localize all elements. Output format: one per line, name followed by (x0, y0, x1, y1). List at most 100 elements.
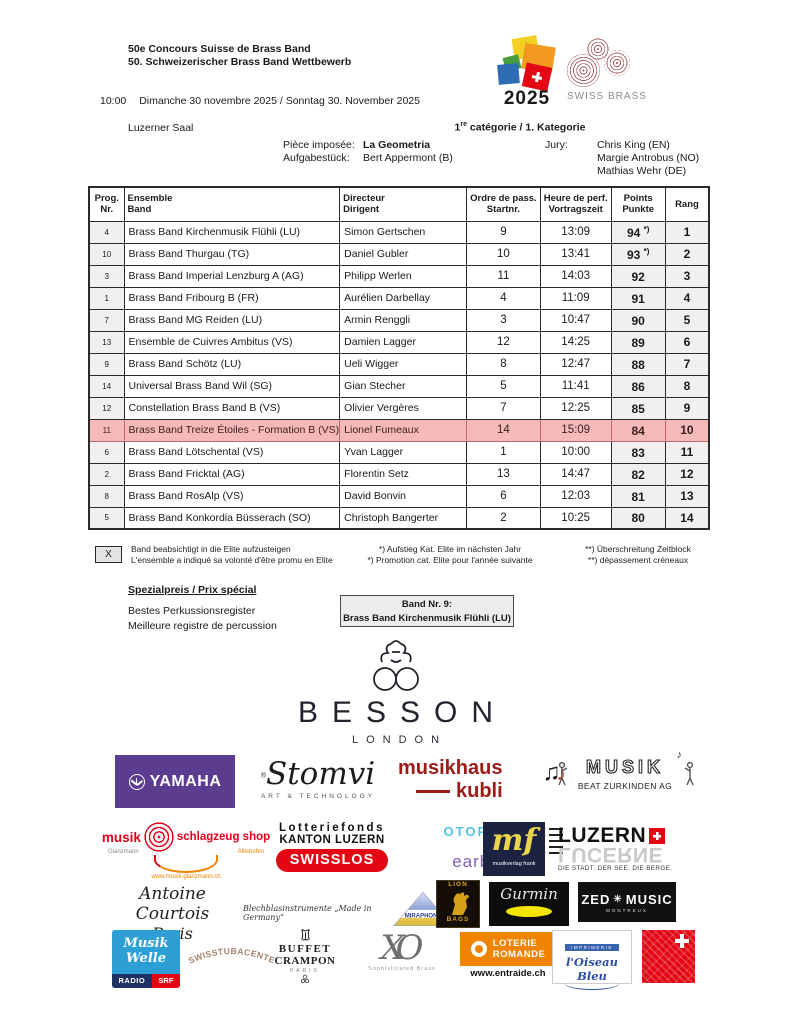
piece-labels: Pièce imposée: Aufgabestück: (283, 139, 357, 165)
points-mark: *) (643, 224, 650, 234)
points: 94 *) (610, 220, 666, 244)
prog-nr: 2 (88, 462, 125, 486)
ring-icon (470, 941, 487, 957)
perf-time: 13:09 (539, 220, 612, 244)
besson-logo: BESSON LONDON (0, 636, 791, 746)
piece-label-fr: Pièce imposée: (283, 139, 355, 151)
mirrored-wordmark: LUCERNE (558, 843, 664, 866)
band-name: Ensemble de Cuivres Ambitus (VS) (123, 330, 341, 354)
band-name: Brass Band Imperial Lenzburg A (AG) (123, 264, 341, 288)
swoosh-decoration (564, 983, 620, 990)
perf-time: 12:47 (539, 352, 612, 376)
start-nr: 12 (466, 330, 541, 354)
rank: 2 (664, 242, 710, 266)
swiss-cross-icon (649, 828, 666, 844)
piece-title: La Geometria (363, 139, 431, 151)
points: 89 (610, 330, 666, 354)
footnote-timeblock: **) Überschreitung Zeitblock **) dépasse… (585, 544, 691, 565)
band-name: Brass Band Lötschental (VS) (123, 440, 341, 464)
swiss-flag-logo (642, 930, 695, 983)
sponsor-musikhaus-kubli-logo: musikhaus kubli ♫♪ (398, 757, 566, 802)
points: 88 (610, 352, 666, 376)
points: 82 (610, 462, 666, 486)
rank: 6 (664, 330, 710, 354)
perf-time: 10:00 (539, 440, 612, 464)
sponsor-musikverlag-frank-logo: mf musikverlag frank (483, 822, 573, 878)
spiral-icon (587, 38, 609, 60)
band-name: Universal Brass Band Wil (SG) (123, 374, 341, 398)
sponsor-swisstubacenter-logo: SWISSTUBACENTER (183, 930, 278, 975)
note-icon: ♪ (676, 749, 683, 761)
sponsor-musik-glanzmann-logo: musik schlagzeug shop Glanzmann Altishof… (100, 822, 272, 880)
glanzmann-url: www.musik-glanzmann.ch (151, 874, 221, 880)
band-name: Brass Band RosAlp (VS) (123, 484, 341, 508)
swoosh-decoration (154, 855, 218, 873)
category-ordinal: re (460, 121, 467, 128)
col-header-start: Ordre de pass. Startnr. (466, 186, 541, 222)
rank: 4 (664, 286, 710, 310)
sponsor-xo-brass-logo: XO Sophisticated Brass (368, 928, 436, 972)
table-row: 14 Universal Brass Band Wil (SG) Gian Stec… (88, 374, 710, 398)
sun-icon: ✳ (613, 894, 623, 905)
start-nr: 1 (466, 440, 541, 464)
jury-names: Chris King (EN) Margie Antrobus (NO) Mat… (597, 139, 699, 178)
title-fr: 50e Concours Suisse de Brass Band (128, 43, 311, 55)
special-prize-winner-box: Band Nr. 9: Brass Band Kirchenmusik Flüh… (340, 595, 514, 627)
points: 92 (610, 264, 666, 288)
title-de: 50. Schweizerischer Brass Band Wettbewer… (128, 56, 352, 68)
besson-city: LONDON (351, 734, 448, 746)
table-row: 7 Brass Band MG Reiden (LU) Armin Renggli 3… (88, 308, 710, 332)
points: 91 (610, 286, 666, 310)
band-name: Brass Band Treize Étoiles - Formation B … (123, 418, 341, 442)
sponsor-yamaha-logo: YAMAHA (115, 755, 235, 808)
logo-square-blue (497, 63, 520, 85)
yamaha-tuning-fork-icon (128, 773, 145, 790)
start-nr: 9 (466, 220, 541, 244)
director-name: Gian Stecher (339, 374, 468, 398)
perf-time: 10:47 (539, 308, 612, 332)
besson-wordmark: BESSON (297, 696, 508, 729)
prog-nr: 11 (88, 418, 125, 442)
table-row: 3 Brass Band Imperial Lenzburg A (AG) Phil… (88, 264, 710, 288)
piece-values: La Geometria Bert Appermont (B) (363, 139, 453, 165)
perf-time: 11:41 (539, 374, 612, 398)
sponsor-miraphone-logo: Blechblasinstrumente „Made in Germany“ M… (243, 888, 453, 930)
trumpeter-icon (558, 761, 568, 786)
director-name: David Bonvin (339, 484, 468, 508)
piece-label-de: Aufgabestück: (283, 152, 350, 164)
rank: 5 (664, 308, 710, 332)
band-name: Brass Band Fricktal (AG) (123, 462, 341, 486)
table-row-highlighted: 11 Brass Band Treize Étoiles - Formation … (88, 418, 710, 442)
col-header-time: Heure de perf. Vortragszeit (539, 186, 612, 222)
table-row: 2 Brass Band Fricktal (AG) Florentin Setz 1… (88, 462, 710, 486)
table-row: 4 Brass Band Kirchenmusik Flühli (LU) Simo… (88, 220, 710, 244)
sponsor-musikwelle-srf-logo: Musik Welle RADIO SRF (112, 930, 180, 988)
event-date: Dimanche 30 novembre 2025 / Sonntag 30. … (139, 95, 420, 107)
points: 80 (610, 506, 666, 530)
table-row: 5 Brass Band Konkordia Büsserach (SO) Chri… (88, 506, 710, 530)
jury-label: Jury: (545, 139, 568, 151)
start-nr: 4 (466, 286, 541, 310)
ornament-icon (300, 974, 310, 984)
category-number: 1 (454, 121, 461, 134)
band-name: Brass Band MG Reiden (LU) (123, 308, 341, 332)
start-nr: 14 (466, 418, 541, 442)
band-name: Brass Band Kirchenmusik Flühli (LU) (123, 220, 341, 244)
sponsor-loterie-romande-logo: LOTERIE ROMANDE www.entraide.ch (460, 932, 556, 979)
director-name: Daniel Gubler (339, 242, 468, 266)
director-name: Christoph Bangerter (339, 506, 468, 530)
band-name: Brass Band Thurgau (TG) (123, 242, 341, 266)
rank: 1 (664, 220, 710, 244)
table-row: 9 Brass Band Schötz (LU) Ueli Wigger 8 12:47… (88, 352, 710, 376)
jury-member: Chris King (EN) (597, 139, 670, 151)
points: 93 *) (610, 242, 666, 266)
footnote-elite: Band beabsichtigt in die Elite aufzustei… (131, 544, 333, 565)
col-header-band: Ensemble Band (123, 186, 341, 222)
band-name: Brass Band Schötz (LU) (123, 352, 341, 376)
venue: Luzerner Saal (128, 122, 194, 134)
prog-nr: 7 (88, 308, 125, 332)
band-name: Brass Band Fribourg B (FR) (123, 286, 341, 310)
perf-time: 10:25 (539, 506, 612, 530)
entraide-url: www.entraide.ch (470, 968, 546, 979)
